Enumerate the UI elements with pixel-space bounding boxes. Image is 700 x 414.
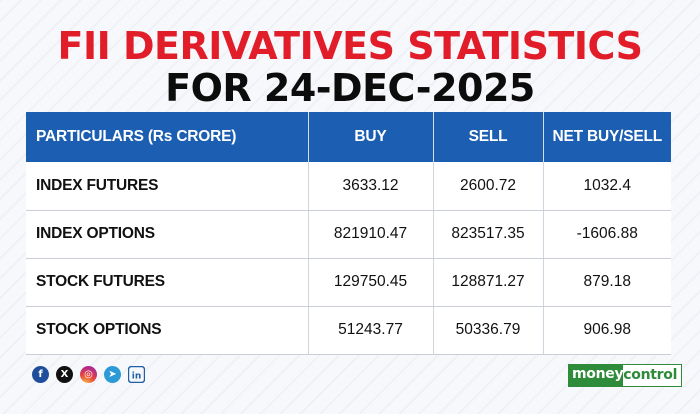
x-icon[interactable]: X bbox=[56, 366, 73, 383]
row-label: INDEX FUTURES bbox=[26, 162, 309, 211]
row-label: STOCK OPTIONS bbox=[26, 306, 309, 355]
table-row: INDEX FUTURES 3633.12 2600.72 1032.4 bbox=[26, 162, 671, 211]
sell-cell: 2600.72 bbox=[433, 162, 544, 211]
table-header-row: PARTICULARS (Rs CRORE) BUY SELL NET BUY/… bbox=[26, 112, 671, 162]
table-row: STOCK FUTURES 129750.45 128871.27 879.18 bbox=[26, 258, 671, 307]
net-cell: -1606.88 bbox=[543, 210, 671, 259]
buy-cell: 3633.12 bbox=[308, 162, 434, 211]
telegram-icon[interactable]: ➤ bbox=[104, 366, 121, 383]
logo-part-control: control bbox=[623, 364, 683, 387]
sell-cell: 50336.79 bbox=[433, 306, 544, 355]
sell-cell: 128871.27 bbox=[433, 258, 544, 307]
header-particulars: PARTICULARS (Rs CRORE) bbox=[26, 112, 309, 162]
derivatives-table: PARTICULARS (Rs CRORE) BUY SELL NET BUY/… bbox=[26, 112, 671, 355]
instagram-icon[interactable]: ◎ bbox=[80, 366, 97, 383]
header-buy: BUY bbox=[308, 112, 434, 162]
table-row: INDEX OPTIONS 821910.47 823517.35 -1606.… bbox=[26, 210, 671, 259]
row-label: STOCK FUTURES bbox=[26, 258, 309, 307]
buy-cell: 821910.47 bbox=[308, 210, 434, 259]
svg-text:in: in bbox=[132, 372, 142, 382]
moneycontrol-logo: money control bbox=[568, 364, 683, 387]
page-title: FII DERIVATIVES STATISTICS bbox=[57, 24, 643, 68]
linkedin-icon[interactable]: in bbox=[128, 366, 145, 383]
buy-cell: 129750.45 bbox=[308, 258, 434, 307]
social-links: f X ◎ ➤ in bbox=[32, 366, 145, 383]
header-sell: SELL bbox=[433, 112, 544, 162]
facebook-icon[interactable]: f bbox=[32, 366, 49, 383]
sell-cell: 823517.35 bbox=[433, 210, 544, 259]
page-subtitle-date: FOR 24-DEC-2025 bbox=[165, 66, 535, 110]
row-label: INDEX OPTIONS bbox=[26, 210, 309, 259]
table-row: STOCK OPTIONS 51243.77 50336.79 906.98 bbox=[26, 306, 671, 355]
net-cell: 1032.4 bbox=[543, 162, 671, 211]
buy-cell: 51243.77 bbox=[308, 306, 434, 355]
logo-part-money: money bbox=[568, 364, 624, 387]
net-cell: 906.98 bbox=[543, 306, 671, 355]
net-cell: 879.18 bbox=[543, 258, 671, 307]
header-net: NET BUY/SELL bbox=[543, 112, 671, 162]
